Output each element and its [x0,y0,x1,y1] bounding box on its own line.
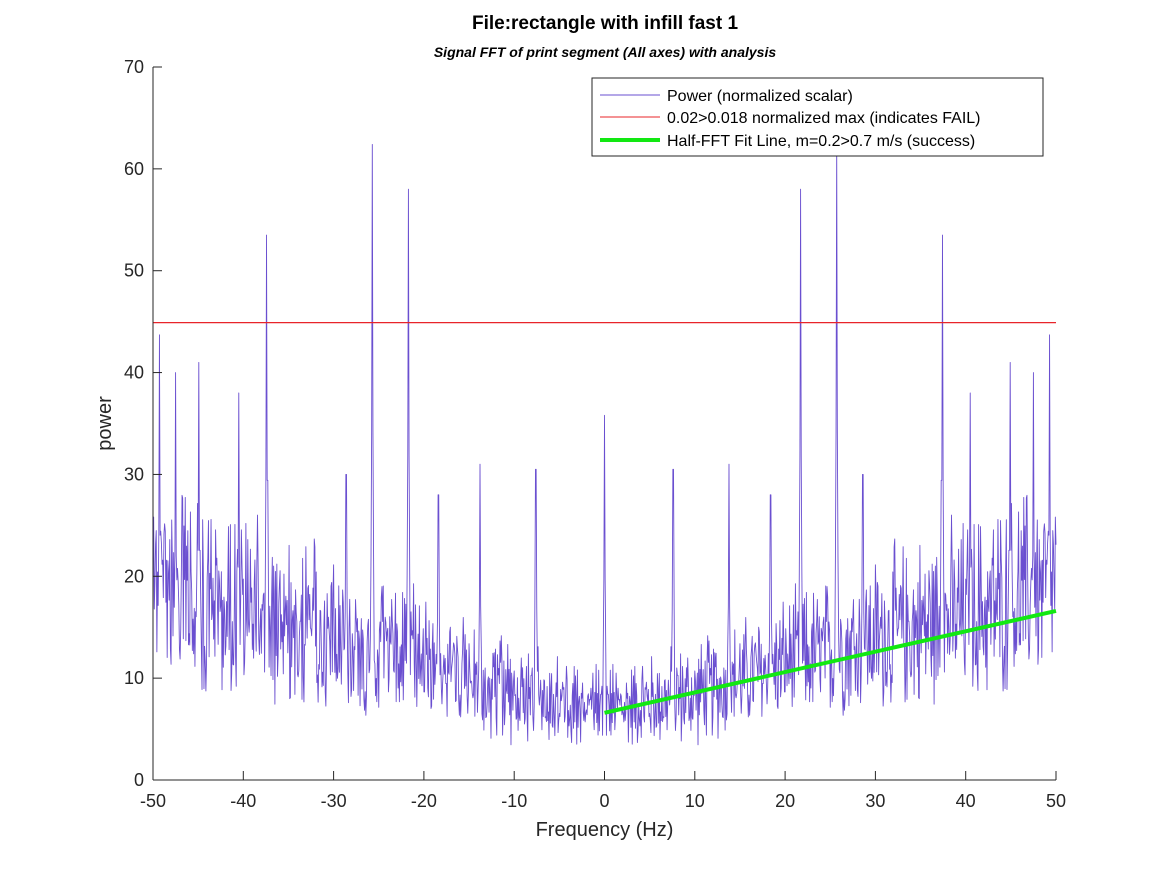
y-tick-label: 0 [134,770,144,790]
series-line-fit [604,608,1057,715]
legend-box [591,77,1044,157]
y-tick-label: 20 [124,566,144,586]
x-tick-label: -30 [321,791,347,811]
plot-series-group [152,143,1057,746]
x-tick-label: 10 [685,791,705,811]
legend-label-fit: Half-FFT Fit Line, m=0.2>0.7 m/s (succes… [667,133,975,150]
x-tick-label: 0 [599,791,609,811]
x-tick-label: -10 [501,791,527,811]
legend-label-threshold: 0.02>0.018 normalized max (indicates FAI… [667,110,981,127]
legend-label-power: Power (normalized scalar) [667,88,853,105]
x-tick-label: -20 [411,791,437,811]
y-tick-label: 50 [124,261,144,281]
y-tick-label: 60 [124,159,144,179]
chart-subtitle: Signal FFT of print segment (All axes) w… [434,44,776,60]
y-axis-label: power [94,396,116,451]
y-tick-label: 40 [124,363,144,383]
x-axis-label: Frequency (Hz) [536,819,674,841]
x-tick-label: 30 [865,791,885,811]
chart-title: File:rectangle with infill fast 1 [472,13,738,34]
series-line-power [152,143,1057,746]
legend: Power (normalized scalar) 0.02>0.018 nor… [591,77,1044,157]
x-tick-label: 50 [1046,791,1066,811]
y-tick-label: 10 [124,668,144,688]
x-tick-label: -40 [230,791,256,811]
y-ticks: 0 10 20 30 40 50 60 70 [124,57,162,790]
x-tick-label: 20 [775,791,795,811]
x-tick-label: 40 [956,791,976,811]
y-tick-label: 30 [124,464,144,484]
x-tick-label: -50 [140,791,166,811]
y-tick-label: 70 [124,57,144,77]
x-ticks: -50 -40 -30 -20 -10 0 10 20 30 40 50 [140,771,1066,811]
